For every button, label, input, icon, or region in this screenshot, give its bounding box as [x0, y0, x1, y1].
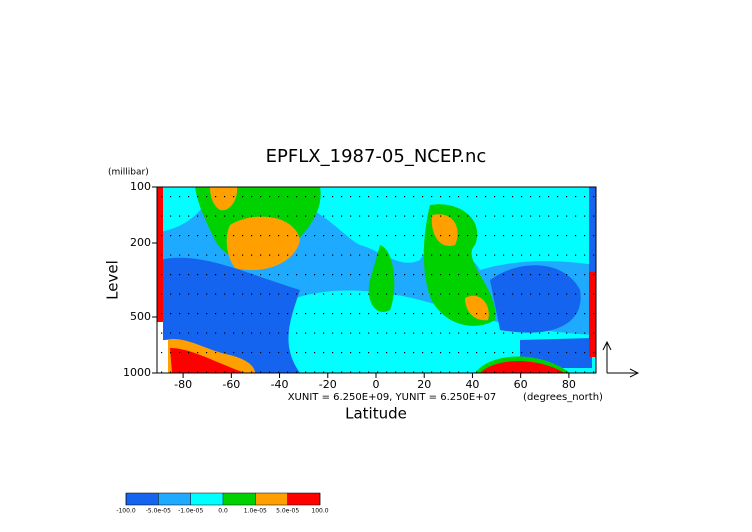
x-tick-label: 0 — [373, 378, 380, 391]
colorbar-swatch — [287, 493, 320, 505]
colorbar-label: 5.0e-05 — [276, 508, 299, 515]
x-tick-label: -80 — [174, 378, 192, 391]
colorbar-label: -1.0e-05 — [178, 508, 203, 515]
colorbar-label: 100.0 — [311, 508, 328, 515]
x-tick-label: 40 — [465, 378, 479, 391]
x-tick-label: -60 — [222, 378, 240, 391]
y-tick-label: 1000 — [123, 366, 151, 379]
y-tick-label: 100 — [130, 180, 151, 193]
colorbar-swatch — [126, 493, 159, 505]
vector-scale: XUNIT = 6.250E+09, YUNIT = 6.250E+07 — [288, 392, 497, 403]
colorbar-swatch — [255, 493, 288, 505]
colorbar-label: -100.0 — [116, 508, 136, 515]
colorbar-label: -5.0e-05 — [146, 508, 171, 515]
x-unit: (degrees_north) — [523, 392, 603, 403]
colorbar-swatch — [223, 493, 256, 505]
x-axis-label: Latitude — [345, 405, 407, 423]
x-tick-label: -20 — [319, 378, 337, 391]
colorbar-label: 0.0 — [218, 508, 228, 515]
x-tick-label: -40 — [271, 378, 289, 391]
x-tick-label: 80 — [562, 378, 576, 391]
y-unit: (millibar) — [108, 168, 149, 178]
colorbar-swatch — [190, 493, 223, 505]
x-tick-label: 20 — [417, 378, 431, 391]
y-tick-label: 200 — [130, 236, 151, 249]
contour-field — [156, 186, 597, 374]
reference-vector — [602, 340, 640, 378]
chart-title: EPFLX_1987-05_NCEP.nc — [266, 146, 487, 167]
colorbar-swatch — [158, 493, 191, 505]
y-tick-label: 500 — [130, 310, 151, 323]
x-tick-label: 60 — [514, 378, 528, 391]
colorbar-label: 1.0e-05 — [244, 508, 267, 515]
y-axis-label: Level — [104, 260, 122, 300]
